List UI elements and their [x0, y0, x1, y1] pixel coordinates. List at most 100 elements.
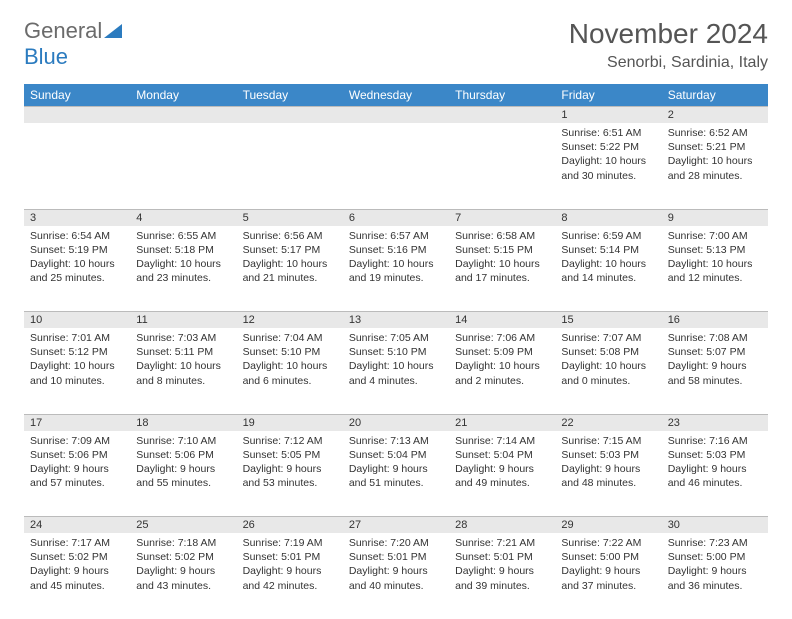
sunrise-text: Sunrise: 7:01 AM	[30, 331, 124, 345]
day-cell-content: Sunrise: 6:56 AMSunset: 5:17 PMDaylight:…	[237, 226, 343, 290]
daylight-text: Daylight: 9 hours and 36 minutes.	[668, 564, 762, 592]
sunrise-text: Sunrise: 6:58 AM	[455, 229, 549, 243]
day-cell-content: Sunrise: 7:21 AMSunset: 5:01 PMDaylight:…	[449, 533, 555, 597]
day-cell-content: Sunrise: 7:08 AMSunset: 5:07 PMDaylight:…	[662, 328, 768, 392]
sunset-text: Sunset: 5:03 PM	[561, 448, 655, 462]
sunset-text: Sunset: 5:03 PM	[668, 448, 762, 462]
day-number-cell: 30	[662, 517, 768, 534]
day-number-cell: 7	[449, 209, 555, 226]
sunset-text: Sunset: 5:21 PM	[668, 140, 762, 154]
weekday-header: Friday	[555, 84, 661, 107]
sunset-text: Sunset: 5:15 PM	[455, 243, 549, 257]
sunset-text: Sunset: 5:02 PM	[136, 550, 230, 564]
calendar-table: SundayMondayTuesdayWednesdayThursdayFrid…	[24, 84, 768, 619]
sunrise-text: Sunrise: 7:07 AM	[561, 331, 655, 345]
day-cell-content: Sunrise: 6:59 AMSunset: 5:14 PMDaylight:…	[555, 226, 661, 290]
day-cell-content: Sunrise: 6:57 AMSunset: 5:16 PMDaylight:…	[343, 226, 449, 290]
day-cell-content: Sunrise: 7:03 AMSunset: 5:11 PMDaylight:…	[130, 328, 236, 392]
day-number-cell: 24	[24, 517, 130, 534]
sunset-text: Sunset: 5:14 PM	[561, 243, 655, 257]
sunrise-text: Sunrise: 7:08 AM	[668, 331, 762, 345]
daylight-text: Daylight: 9 hours and 46 minutes.	[668, 462, 762, 490]
day-number-cell: 28	[449, 517, 555, 534]
day-cell: Sunrise: 7:20 AMSunset: 5:01 PMDaylight:…	[343, 533, 449, 619]
day-cell: Sunrise: 7:19 AMSunset: 5:01 PMDaylight:…	[237, 533, 343, 619]
day-cell: Sunrise: 7:18 AMSunset: 5:02 PMDaylight:…	[130, 533, 236, 619]
day-cell: Sunrise: 6:56 AMSunset: 5:17 PMDaylight:…	[237, 226, 343, 312]
day-cell	[130, 123, 236, 209]
weekday-header-row: SundayMondayTuesdayWednesdayThursdayFrid…	[24, 84, 768, 107]
sunrise-text: Sunrise: 7:19 AM	[243, 536, 337, 550]
day-cell	[237, 123, 343, 209]
day-cell: Sunrise: 7:15 AMSunset: 5:03 PMDaylight:…	[555, 431, 661, 517]
daylight-text: Daylight: 10 hours and 28 minutes.	[668, 154, 762, 182]
sunrise-text: Sunrise: 7:12 AM	[243, 434, 337, 448]
daylight-text: Daylight: 9 hours and 51 minutes.	[349, 462, 443, 490]
day-number-cell: 29	[555, 517, 661, 534]
day-number-cell	[24, 107, 130, 124]
daylight-text: Daylight: 10 hours and 8 minutes.	[136, 359, 230, 387]
daylight-text: Daylight: 10 hours and 23 minutes.	[136, 257, 230, 285]
sunrise-text: Sunrise: 6:54 AM	[30, 229, 124, 243]
sunset-text: Sunset: 5:04 PM	[455, 448, 549, 462]
day-cell: Sunrise: 7:16 AMSunset: 5:03 PMDaylight:…	[662, 431, 768, 517]
day-cell: Sunrise: 6:54 AMSunset: 5:19 PMDaylight:…	[24, 226, 130, 312]
day-number-cell: 12	[237, 312, 343, 329]
daylight-text: Daylight: 10 hours and 12 minutes.	[668, 257, 762, 285]
day-number-row: 24252627282930	[24, 517, 768, 534]
daylight-text: Daylight: 10 hours and 17 minutes.	[455, 257, 549, 285]
day-cell-content: Sunrise: 7:20 AMSunset: 5:01 PMDaylight:…	[343, 533, 449, 597]
day-number-cell	[343, 107, 449, 124]
sunset-text: Sunset: 5:08 PM	[561, 345, 655, 359]
day-cell-content: Sunrise: 7:19 AMSunset: 5:01 PMDaylight:…	[237, 533, 343, 597]
day-cell: Sunrise: 7:22 AMSunset: 5:00 PMDaylight:…	[555, 533, 661, 619]
day-number-cell: 27	[343, 517, 449, 534]
daylight-text: Daylight: 10 hours and 30 minutes.	[561, 154, 655, 182]
sunrise-text: Sunrise: 7:15 AM	[561, 434, 655, 448]
weekday-header: Saturday	[662, 84, 768, 107]
sunset-text: Sunset: 5:02 PM	[30, 550, 124, 564]
day-cell-content: Sunrise: 6:58 AMSunset: 5:15 PMDaylight:…	[449, 226, 555, 290]
daylight-text: Daylight: 10 hours and 2 minutes.	[455, 359, 549, 387]
sunrise-text: Sunrise: 7:06 AM	[455, 331, 549, 345]
sunrise-text: Sunrise: 7:20 AM	[349, 536, 443, 550]
day-cell-content: Sunrise: 7:22 AMSunset: 5:00 PMDaylight:…	[555, 533, 661, 597]
daylight-text: Daylight: 9 hours and 39 minutes.	[455, 564, 549, 592]
daylight-text: Daylight: 9 hours and 49 minutes.	[455, 462, 549, 490]
day-cell: Sunrise: 7:03 AMSunset: 5:11 PMDaylight:…	[130, 328, 236, 414]
daylight-text: Daylight: 10 hours and 21 minutes.	[243, 257, 337, 285]
day-cell: Sunrise: 7:01 AMSunset: 5:12 PMDaylight:…	[24, 328, 130, 414]
sunset-text: Sunset: 5:09 PM	[455, 345, 549, 359]
sunset-text: Sunset: 5:13 PM	[668, 243, 762, 257]
day-cell: Sunrise: 7:06 AMSunset: 5:09 PMDaylight:…	[449, 328, 555, 414]
day-number-cell: 4	[130, 209, 236, 226]
day-cell: Sunrise: 6:57 AMSunset: 5:16 PMDaylight:…	[343, 226, 449, 312]
day-cell-content: Sunrise: 7:09 AMSunset: 5:06 PMDaylight:…	[24, 431, 130, 495]
sunrise-text: Sunrise: 6:55 AM	[136, 229, 230, 243]
title-block: November 2024 Senorbi, Sardinia, Italy	[569, 18, 768, 72]
sunrise-text: Sunrise: 7:23 AM	[668, 536, 762, 550]
daylight-text: Daylight: 9 hours and 43 minutes.	[136, 564, 230, 592]
sunset-text: Sunset: 5:19 PM	[30, 243, 124, 257]
sunrise-text: Sunrise: 7:05 AM	[349, 331, 443, 345]
daylight-text: Daylight: 9 hours and 55 minutes.	[136, 462, 230, 490]
day-cell-content: Sunrise: 6:54 AMSunset: 5:19 PMDaylight:…	[24, 226, 130, 290]
sunrise-text: Sunrise: 7:18 AM	[136, 536, 230, 550]
day-content-row: Sunrise: 7:17 AMSunset: 5:02 PMDaylight:…	[24, 533, 768, 619]
day-number-cell: 13	[343, 312, 449, 329]
day-number-cell: 11	[130, 312, 236, 329]
day-number-cell: 2	[662, 107, 768, 124]
daylight-text: Daylight: 9 hours and 40 minutes.	[349, 564, 443, 592]
day-number-cell: 21	[449, 414, 555, 431]
location: Senorbi, Sardinia, Italy	[569, 54, 768, 72]
weekday-header: Thursday	[449, 84, 555, 107]
day-cell: Sunrise: 6:51 AMSunset: 5:22 PMDaylight:…	[555, 123, 661, 209]
day-cell	[24, 123, 130, 209]
day-cell: Sunrise: 6:59 AMSunset: 5:14 PMDaylight:…	[555, 226, 661, 312]
day-cell: Sunrise: 7:10 AMSunset: 5:06 PMDaylight:…	[130, 431, 236, 517]
daylight-text: Daylight: 9 hours and 58 minutes.	[668, 359, 762, 387]
day-number-cell: 16	[662, 312, 768, 329]
day-number-row: 12	[24, 107, 768, 124]
day-number-row: 17181920212223	[24, 414, 768, 431]
calendar-body: 12Sunrise: 6:51 AMSunset: 5:22 PMDayligh…	[24, 107, 768, 619]
